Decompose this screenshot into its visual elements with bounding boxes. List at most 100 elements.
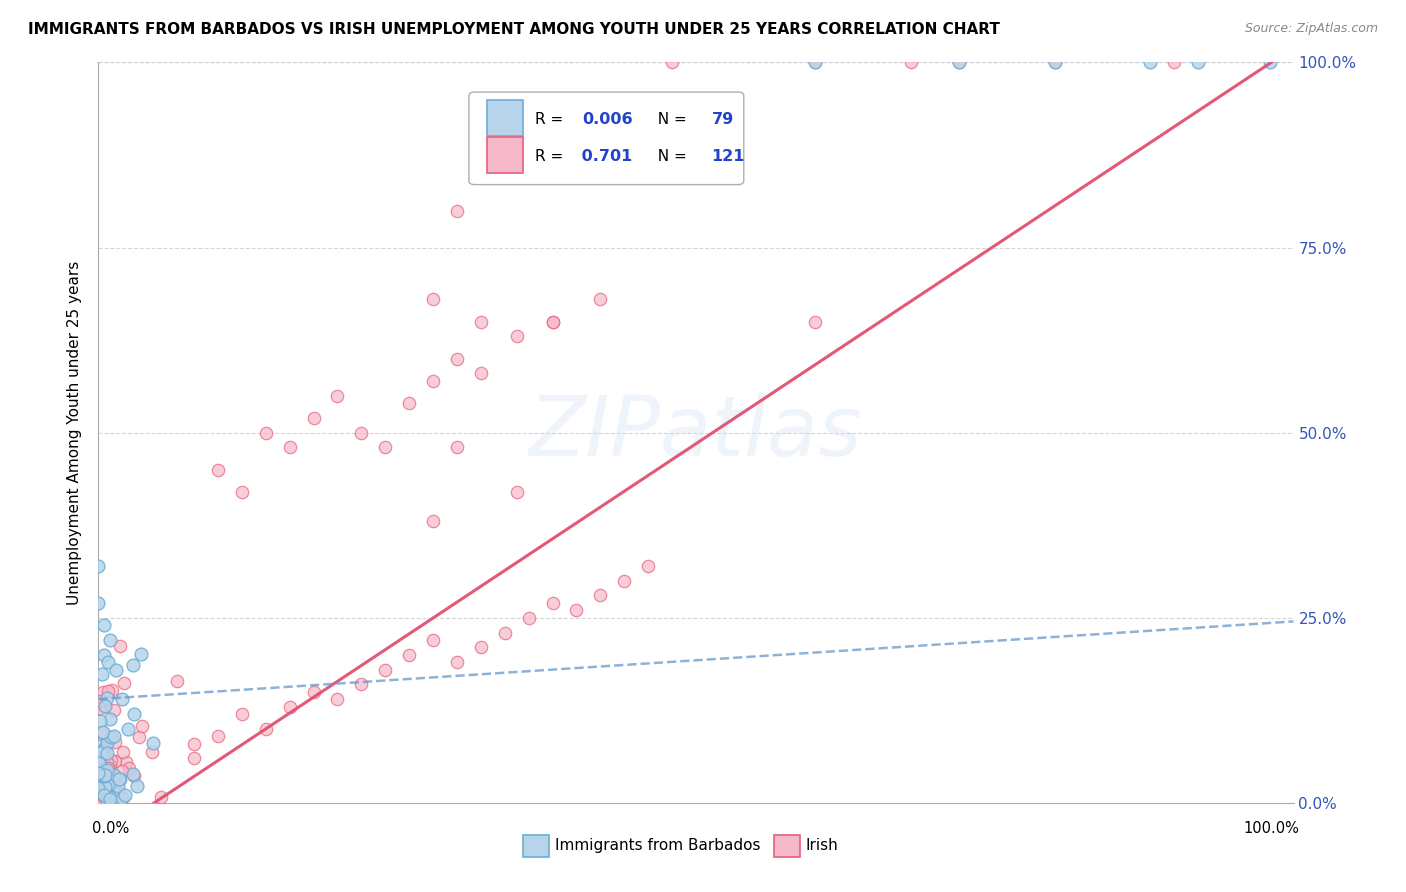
Point	[1258, 55, 1281, 70]
Point	[87, 780, 110, 795]
Bar	[523, 835, 548, 857]
Point	[91, 725, 114, 739]
Point	[589, 589, 612, 603]
Point	[326, 692, 349, 706]
Point	[1043, 55, 1066, 70]
Point	[107, 780, 129, 794]
Point	[97, 781, 120, 796]
Point	[142, 736, 165, 750]
Point	[131, 719, 153, 733]
Point	[91, 726, 114, 740]
Point	[98, 792, 121, 806]
Point	[565, 603, 588, 617]
Point	[422, 293, 444, 307]
Point	[125, 780, 148, 794]
Point	[94, 777, 117, 791]
Point	[278, 699, 301, 714]
Point	[87, 776, 110, 790]
Point	[207, 729, 229, 743]
Point	[121, 767, 143, 781]
Point	[94, 795, 117, 809]
Point	[122, 657, 145, 672]
Point	[470, 640, 492, 655]
Point	[90, 745, 112, 759]
Point	[87, 766, 110, 780]
Point	[87, 558, 110, 573]
Point	[97, 655, 120, 669]
Point	[350, 425, 373, 440]
Point	[422, 632, 444, 647]
Point	[93, 769, 115, 783]
Point	[89, 772, 111, 786]
Point	[96, 793, 118, 807]
Point	[98, 772, 121, 786]
Point	[398, 648, 420, 662]
Point	[124, 706, 146, 721]
Point	[131, 647, 153, 661]
Point	[89, 701, 111, 715]
Point	[1187, 55, 1209, 70]
Point	[118, 761, 141, 775]
Point	[517, 610, 540, 624]
Point	[108, 772, 131, 786]
Point	[446, 203, 468, 218]
Point	[87, 596, 110, 610]
Point	[231, 706, 253, 721]
Point	[97, 772, 120, 786]
Point	[98, 789, 121, 804]
Point	[91, 743, 114, 757]
Point	[128, 731, 150, 745]
Point	[374, 663, 396, 677]
Text: 0.0%: 0.0%	[93, 822, 129, 837]
Point	[89, 763, 111, 777]
Point	[97, 761, 120, 775]
Point	[948, 55, 970, 70]
Point	[302, 410, 325, 425]
Point	[89, 751, 111, 765]
Point	[446, 351, 468, 366]
Point	[96, 755, 118, 769]
Text: 121: 121	[711, 149, 745, 164]
Point	[90, 780, 112, 794]
Point	[96, 690, 118, 705]
Text: Source: ZipAtlas.com: Source: ZipAtlas.com	[1244, 22, 1378, 36]
Point	[93, 763, 115, 777]
Point	[117, 722, 139, 736]
Point	[278, 441, 301, 455]
Point	[100, 753, 122, 767]
Point	[93, 618, 115, 632]
Point	[98, 758, 121, 772]
Point	[110, 639, 132, 653]
Point	[89, 739, 111, 754]
Point	[254, 722, 277, 736]
Point	[96, 736, 118, 750]
Point	[374, 441, 396, 455]
Point	[91, 763, 114, 777]
Point	[541, 596, 564, 610]
Point	[948, 55, 970, 70]
FancyBboxPatch shape	[470, 92, 744, 185]
Point	[112, 676, 135, 690]
Point	[470, 367, 492, 381]
Point	[93, 648, 115, 662]
Point	[98, 792, 122, 806]
Point	[231, 484, 253, 499]
Point	[302, 685, 325, 699]
Text: N =: N =	[648, 112, 692, 127]
Point	[103, 729, 125, 743]
Point	[98, 712, 121, 726]
Point	[589, 293, 612, 307]
Point	[111, 692, 134, 706]
Point	[506, 484, 529, 499]
Text: R =: R =	[534, 149, 568, 164]
Point	[422, 374, 444, 388]
Point	[183, 737, 205, 751]
Point	[108, 772, 131, 786]
Point	[90, 768, 112, 782]
Point	[96, 738, 118, 752]
Point	[103, 768, 125, 782]
Point	[90, 766, 112, 780]
Point	[661, 55, 683, 70]
Text: 100.0%: 100.0%	[1244, 822, 1299, 837]
Point	[112, 746, 135, 760]
